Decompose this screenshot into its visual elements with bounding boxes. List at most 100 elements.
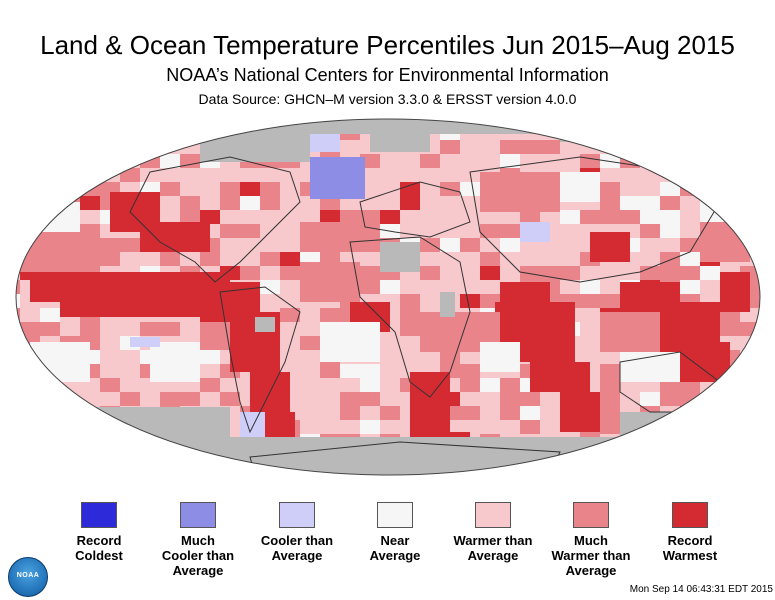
map-cell [16,280,20,294]
map-cell [500,406,520,420]
map-cell [320,322,380,362]
map-cell [140,476,160,490]
noaa-logo: NOAA [8,557,48,597]
map-cell [760,294,775,308]
map-cell [500,392,520,406]
map-cell [680,434,700,448]
map-cell [680,252,700,266]
map-cell [30,342,90,382]
map-fill-layer [16,112,775,492]
map-cell [480,224,500,238]
map-cell [660,476,680,490]
map-cell [40,392,60,406]
map-cell [400,308,420,322]
map-cell [140,154,160,168]
map-cell [600,406,620,420]
map-cell [600,364,620,378]
map-cell [40,308,60,322]
map-cell [680,462,700,475]
map-cell [600,196,620,210]
map-cell [360,210,380,224]
map-cell [180,462,200,475]
map-cell [640,392,660,406]
map-cell [260,280,280,294]
map-cell [640,224,660,238]
map-cell [260,252,280,266]
map-cell [100,378,120,392]
map-cell [660,252,680,266]
map-cell [60,126,80,140]
map-cell [80,182,100,196]
map-cell [180,154,200,168]
map-cell [40,119,60,126]
map-cell [200,378,220,392]
map-cell [760,210,775,224]
map-cell [200,322,220,336]
continent-outline [219,286,301,434]
map-cell [520,406,540,420]
map-cell [520,140,540,154]
map-cell [100,448,120,462]
map-cell [660,434,680,448]
map-cell [760,378,775,392]
map-cell [760,266,775,280]
map-cell [600,420,620,434]
map-cell [220,224,240,238]
map-cell [260,119,280,126]
map-cell [320,308,340,322]
map-cell [480,378,500,392]
map-cell [160,448,180,462]
map-cell [680,140,700,154]
map-cell [20,322,40,336]
legend-swatch [672,502,708,528]
map-cell [700,140,720,154]
map-cell [590,232,630,262]
map-cell [620,196,640,210]
map-cell [740,224,760,238]
map-cell [200,210,220,224]
timestamp: Mon Sep 14 06:43:31 EDT 2015 [629,584,773,595]
noaa-logo-text: NOAA [16,572,40,579]
map-cell [340,364,360,378]
page-subtitle: NOAA’s National Centers for Environmenta… [166,65,609,85]
map-cell [300,476,320,490]
map-cell [460,238,480,252]
map-cell [720,462,740,475]
map-cell [600,210,620,224]
continent-outline [349,236,471,398]
map-cell [660,182,680,196]
map-cell [760,112,775,126]
map-cell [440,292,455,317]
map-cell [200,119,220,126]
map-cell [220,196,240,210]
map-cell [260,490,280,492]
world-temperature-map [15,112,775,492]
map-cell [500,238,520,252]
map-cell [680,490,700,492]
legend-swatch [279,502,315,528]
map-cell [600,294,620,308]
map-cell [740,119,760,126]
map-cell [60,462,80,475]
legend-swatch [573,502,609,528]
map-cell [760,476,775,490]
map-cell [760,462,775,476]
map-cell [700,222,750,262]
map-cell [640,196,660,210]
map-cell [120,392,140,406]
map-cell [320,364,340,378]
map-cell [100,140,120,154]
map-cell [410,372,450,442]
map-cell [140,322,160,336]
map-cell [720,154,740,168]
map-cell [680,392,700,406]
map-cell [620,210,640,224]
map-cell [720,448,740,462]
map-cell [740,420,760,434]
map-cell [160,462,180,475]
legend-label: Warmer than Average [453,533,533,563]
map-cell [60,140,80,154]
map-cell [360,378,380,392]
map-cell [16,336,20,350]
map-cell [760,448,775,462]
